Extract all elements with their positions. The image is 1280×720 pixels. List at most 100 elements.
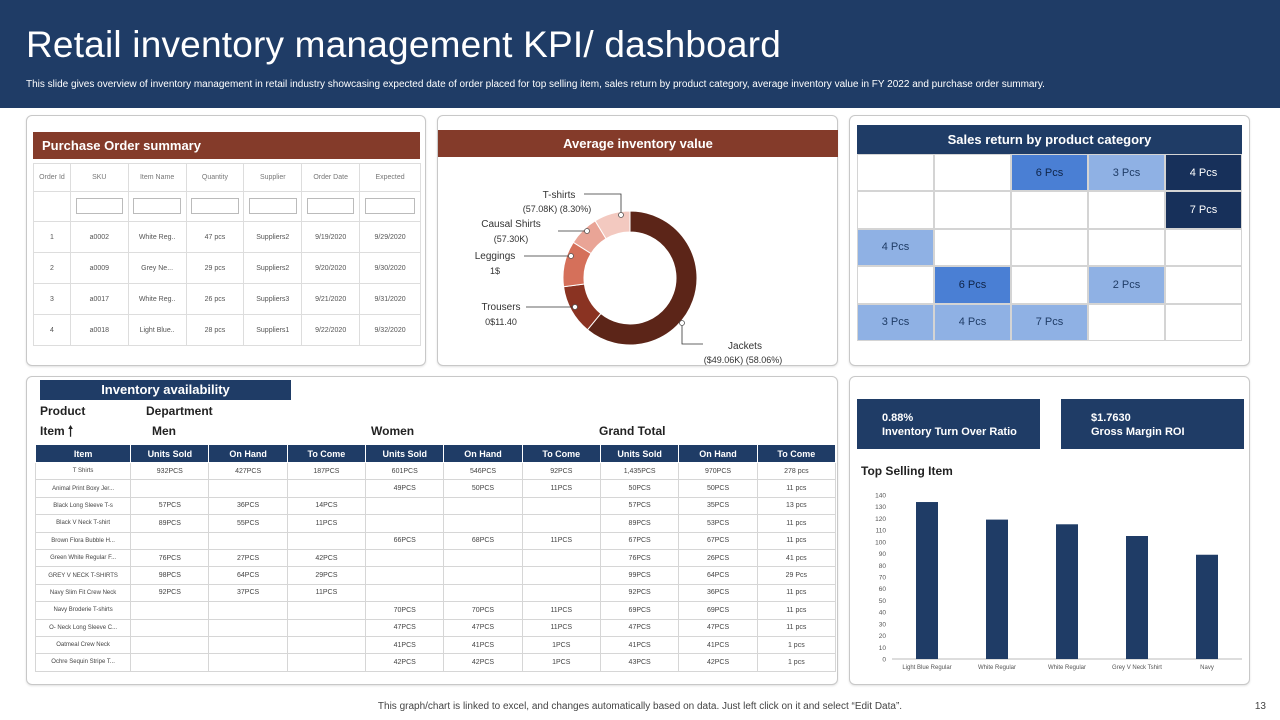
y-tick-label: 60: [879, 586, 887, 593]
sales-return-cell: 4 Pcs: [1165, 154, 1242, 192]
turnover-kpi-card: 0.88% Inventory Turn Over Ratio: [857, 399, 1040, 449]
inventory-value-cell: 27PCS: [208, 548, 288, 568]
supplier-filter-input[interactable]: [248, 197, 297, 214]
women-label: Women: [371, 424, 415, 438]
causal-value: (57.30K): [494, 234, 529, 244]
po-cell: Suppliers2: [243, 252, 303, 284]
jackets-marker: [679, 320, 685, 326]
inventory-value-cell: 89PCS: [130, 514, 210, 533]
inventory-column-header: To Come: [286, 444, 367, 463]
inventory-value-cell: 50PCS: [599, 479, 680, 498]
inventory-column-header: On Hand: [208, 444, 288, 463]
jackets-leader-line: [681, 323, 703, 345]
po-filter-cell: [359, 191, 421, 222]
inventory-value-cell: 76PCS: [130, 548, 210, 568]
bar: [916, 502, 938, 659]
inventory-item-cell: Green White Regular F...: [34, 548, 132, 568]
po-cell: 9/30/2020: [359, 252, 421, 284]
table-row: Animal Print Boxy Jer... 49PCS 50PCS 11PCS 5…: [34, 479, 837, 498]
inventory-value-cell: 29PCS: [286, 566, 367, 585]
table-row: 1 a0002 White Reg.. 47 pcs Suppliers2 9/…: [33, 221, 421, 253]
po-filter-cell: [127, 191, 187, 222]
po-cell: 2: [33, 252, 71, 284]
inventory-value-cell: 66PCS: [365, 531, 445, 550]
inventory-value-cell: 41PCS: [599, 635, 680, 655]
item-name-filter-input[interactable]: [133, 197, 181, 214]
inventory-value-cell: 98PCS: [130, 566, 210, 585]
inventory-value-cell: [443, 548, 523, 568]
inventory-value-cell: 42PCS: [286, 548, 367, 568]
inventory-item-cell: Black Long Sleeve T-s: [34, 496, 132, 516]
bar: [986, 519, 1008, 659]
inventory-value-cell: [286, 618, 367, 637]
department-label: Department: [146, 404, 213, 418]
bar: [1056, 524, 1078, 659]
footer-note: This graph/chart is linked to excel, and…: [377, 701, 903, 712]
po-header: Item Name: [127, 163, 187, 192]
table-row: Ochre Sequin Stripe T... 42PCS 42PCS 1PCS 43…: [34, 653, 837, 672]
table-row: Navy Broderie T-shirts 70PCS 70PCS 11PCS 69P…: [34, 601, 837, 620]
inventory-value-cell: [365, 566, 445, 585]
inventory-value-cell: [286, 531, 367, 550]
roi-label: Gross Margin ROI: [1091, 426, 1185, 438]
inventory-value-cell: 1PCS: [521, 653, 601, 672]
sales-return-cell: [1165, 228, 1242, 267]
tshirts-leader-line: [584, 193, 622, 214]
inventory-value-cell: 69PCS: [678, 601, 758, 620]
inventory-value-cell: [286, 479, 367, 498]
po-filter-cell: [185, 191, 245, 222]
inventory-value-cell: [443, 583, 523, 603]
inventory-value-cell: 55PCS: [208, 514, 288, 533]
inventory-availability-panel: Inventory availability Product Departmen…: [26, 376, 838, 685]
sales-return-cell: 3 Pcs: [1088, 154, 1165, 192]
po-filter-cell: [243, 191, 303, 222]
page-number: 13: [1254, 701, 1266, 712]
inventory-value-cell: 70PCS: [365, 601, 445, 620]
sales-return-cell: [934, 154, 1011, 192]
po-header: Order Date: [301, 163, 361, 192]
inventory-value-cell: [208, 653, 288, 672]
donut-slice-t-shirts: [594, 210, 631, 240]
inventory-value-cell: [208, 479, 288, 498]
po-cell: 47 pcs: [185, 221, 245, 253]
table-row: Navy Slim Fit Crew Neck 92PCS 37PCS 11PCS 92…: [34, 583, 837, 603]
product-label: Product: [40, 404, 86, 418]
sales-return-cell: 6 Pcs: [934, 266, 1011, 304]
inventory-value-cell: [365, 548, 445, 568]
quantity-filter-input[interactable]: [191, 197, 239, 214]
causal-label: Causal Shirts: [481, 219, 540, 230]
tshirts-label: T-shirts: [543, 190, 576, 201]
table-row: GREY V NECK T-SHIRTS 98PCS 64PCS 29PCS 99PCS…: [34, 566, 837, 585]
top-selling-bar-chart: 0 10 20 30 40 50 60 70 80 90 100 110 120 130 140 Light …: [875, 493, 1242, 671]
inventory-value-cell: 1 pcs: [756, 653, 837, 672]
table-row: Oatmeal Crew Neck 41PCS 41PCS 1PCS 41PCS 41PC…: [34, 635, 837, 655]
inventory-column-header: To Come: [521, 444, 601, 463]
inventory-value-cell: 11PCS: [521, 601, 601, 620]
inventory-value-cell: 11 pcs: [756, 514, 837, 533]
inventory-value-cell: [521, 583, 601, 603]
average-inventory-title: Average inventory value: [438, 130, 838, 157]
po-header: Quantity: [185, 163, 245, 192]
inventory-value-cell: 278 pcs: [756, 461, 837, 481]
inventory-value-cell: 546PCS: [443, 461, 523, 481]
expected-filter-input[interactable]: [364, 197, 416, 214]
inventory-value-cell: 64PCS: [208, 566, 288, 585]
y-tick-label: 110: [876, 528, 887, 535]
inventory-value-cell: 47PCS: [678, 618, 758, 637]
inventory-value-cell: 187PCS: [286, 461, 367, 481]
y-tick-label: 80: [879, 563, 887, 570]
inventory-availability-title: Inventory availability: [40, 380, 291, 400]
table-row: Brown Flora Bubble H... 66PCS 68PCS 11PCS 67…: [34, 531, 837, 550]
inventory-value-cell: 11PCS: [521, 531, 601, 550]
inventory-value-cell: [365, 583, 445, 603]
inventory-value-cell: 35PCS: [678, 496, 758, 516]
order-date-filter-input[interactable]: [306, 197, 355, 214]
sales-return-cell: 7 Pcs: [1011, 303, 1088, 341]
inventory-value-cell: 67PCS: [599, 531, 680, 550]
sort-arrow-icon[interactable]: 🠑: [68, 423, 74, 439]
po-cell: 3: [33, 283, 71, 315]
po-cell: 26 pcs: [185, 283, 245, 315]
sales-return-cell: 6 Pcs: [1011, 154, 1088, 192]
inventory-item-cell: GREY V NECK T-SHIRTS: [34, 566, 132, 585]
sku-filter-input[interactable]: [75, 197, 124, 214]
